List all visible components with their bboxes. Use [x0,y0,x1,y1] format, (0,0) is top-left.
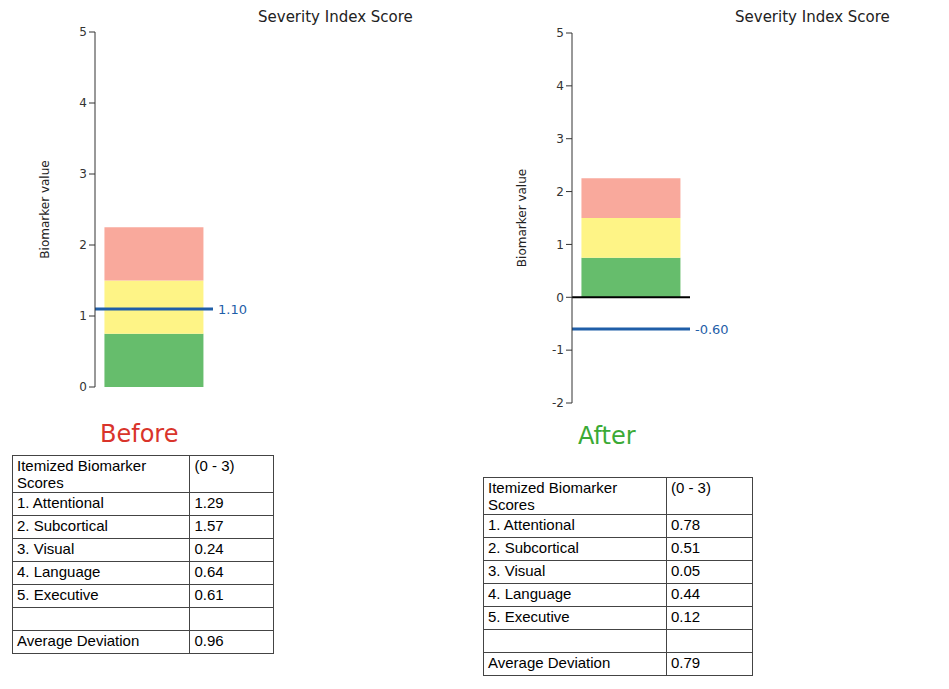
svg-text:1.10: 1.10 [218,302,247,317]
svg-text:4: 4 [556,79,564,93]
html-text:1. Attentional: 1. Attentional [488,516,575,533]
svg-text:-2: -2 [552,396,564,410]
html-text:1.57: 1.57 [194,517,224,534]
html-text:0.79: 0.79 [670,654,701,671]
svg-text:Biomarker value: Biomarker value [515,169,529,267]
html-text:(0 - 3): (0 - 3) [670,479,711,496]
html-text:(0 - 3): (0 - 3) [194,457,235,474]
html-text:Itemized Biomarker Scores: Itemized Biomarker Scores [17,457,147,491]
svg-text:Biomarker value: Biomarker value [38,160,52,258]
html-text:0.78: 0.78 [670,516,701,533]
svg-text:2: 2 [556,185,564,199]
svg-text:2: 2 [79,238,87,252]
html-text:Severity Index Score: Severity Index Score [735,8,890,26]
html-text:5. Executive: 5. Executive [488,608,570,625]
html-text:Severity Index Score: Severity Index Score [258,8,413,26]
html-text:5. Executive: 5. Executive [17,586,99,603]
html-text:0.44: 0.44 [670,585,701,602]
svg-text:0: 0 [79,380,87,394]
html-text:0.61: 0.61 [194,586,224,603]
html-text:4. Language: 4. Language [17,563,101,580]
html-text:Average Deviation: Average Deviation [488,654,611,671]
html-text:3. Visual: 3. Visual [488,562,546,579]
html-text:Average Deviation: Average Deviation [17,632,140,649]
svg-text:3: 3 [79,167,87,181]
svg-text:3: 3 [556,132,564,146]
svg-text:0: 0 [556,291,564,305]
svg-text:1: 1 [556,238,564,252]
svg-text:-1: -1 [552,343,564,357]
html-text:After: After [578,422,636,450]
svg-text:4: 4 [79,96,87,110]
html-text:Itemized Biomarker Scores: Itemized Biomarker Scores [488,479,618,513]
svg-text:1: 1 [79,309,87,323]
html-text:0.96: 0.96 [194,632,224,649]
svg-text:-0.60: -0.60 [695,322,729,337]
html-text:1. Attentional: 1. Attentional [17,494,104,511]
html-text:Before: Before [100,420,179,448]
html-text:0.24: 0.24 [194,540,224,557]
html-text:0.12: 0.12 [670,608,701,625]
html-text:3. Visual: 3. Visual [17,540,75,557]
html-text:0.05: 0.05 [670,562,701,579]
svg-text:5: 5 [79,25,87,39]
html-text:1.29: 1.29 [194,494,224,511]
html-text:0.51: 0.51 [670,539,701,556]
html-text:0.64: 0.64 [194,563,224,580]
html-text:4. Language: 4. Language [488,585,572,602]
html-text:2. Subcortical: 2. Subcortical [17,517,108,534]
html-text:2. Subcortical: 2. Subcortical [488,539,579,556]
svg-text:5: 5 [556,26,564,40]
